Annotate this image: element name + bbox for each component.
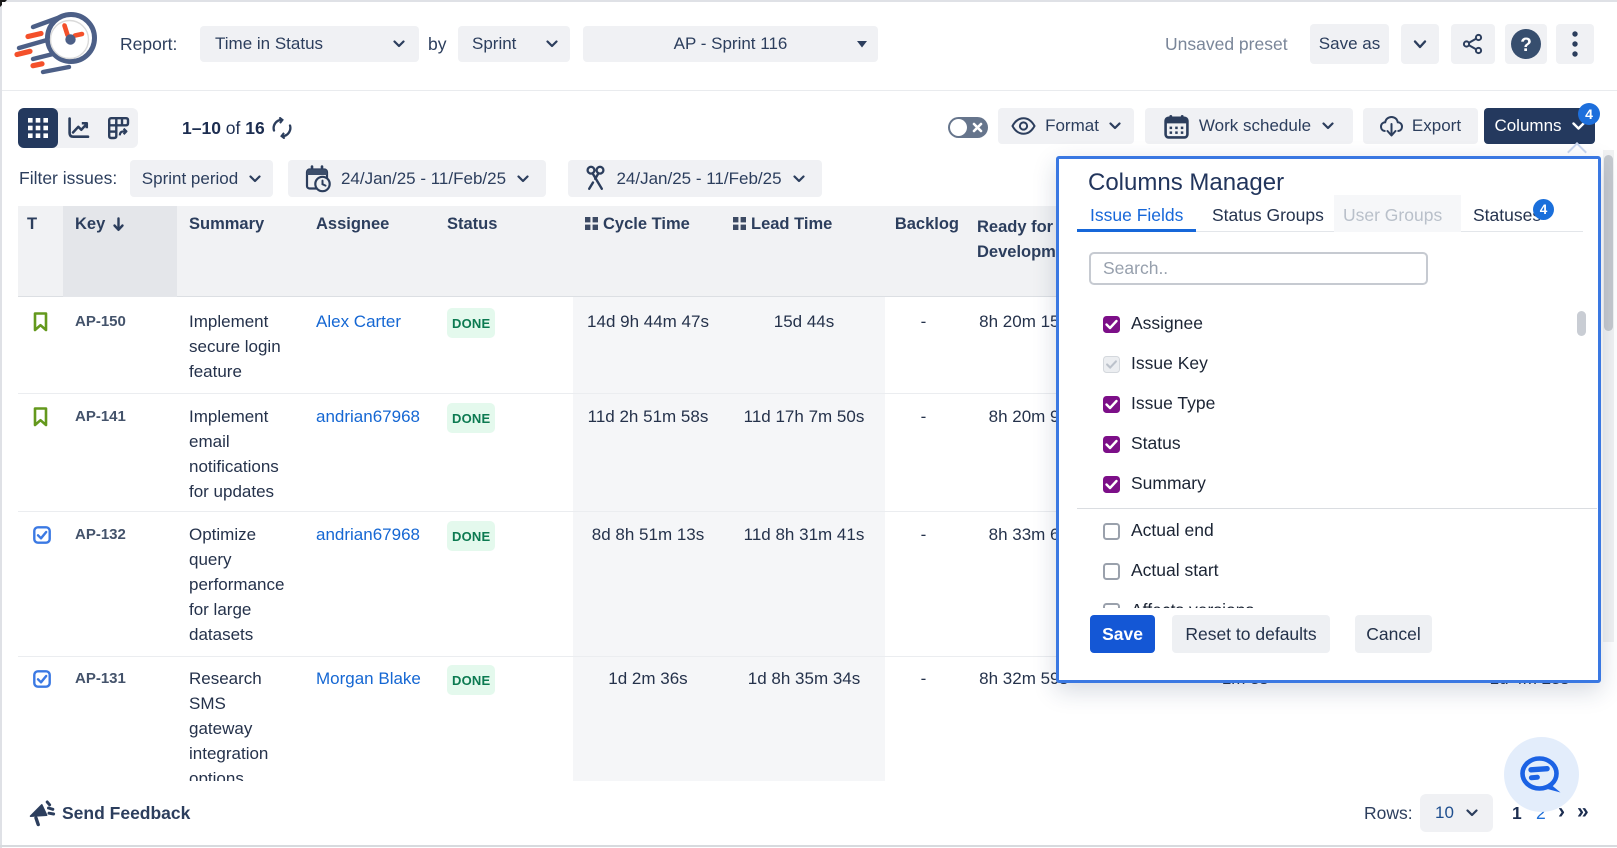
svg-text:?: ? — [1520, 35, 1532, 56]
